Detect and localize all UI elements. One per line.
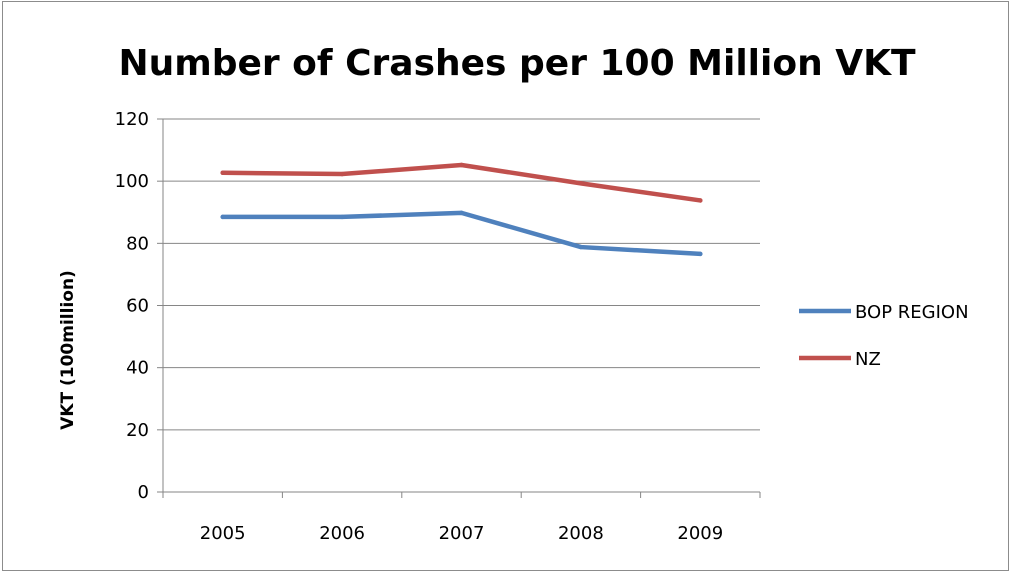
gridlines bbox=[163, 118, 760, 431]
data-point bbox=[220, 170, 225, 175]
x-tick-label: 2006 bbox=[319, 523, 365, 544]
data-point bbox=[459, 162, 464, 168]
legend-label: BOP REGION bbox=[855, 302, 969, 323]
series-lines bbox=[220, 162, 703, 257]
y-tick-label: 40 bbox=[126, 358, 149, 379]
axes bbox=[157, 118, 761, 498]
legend: BOP REGION NZ bbox=[799, 302, 969, 370]
series-line-1 bbox=[220, 210, 703, 257]
x-tick-label: 2009 bbox=[677, 523, 723, 544]
data-point bbox=[698, 251, 703, 257]
data-point bbox=[339, 171, 345, 177]
data-point bbox=[220, 214, 225, 220]
series-line-2 bbox=[220, 162, 703, 203]
tick-labels: 0 20 40 60 80 100 120 2005 2006 2007 2008 2009 bbox=[115, 109, 724, 544]
chart-title: Number of Crashes per 100 Million VKT bbox=[118, 43, 916, 84]
data-point bbox=[459, 210, 464, 216]
y-tick-label: 0 bbox=[138, 482, 149, 503]
legend-label: NZ bbox=[855, 349, 881, 370]
x-tick-label: 2005 bbox=[200, 523, 246, 544]
y-axis-title: VKT (100million) bbox=[58, 270, 78, 430]
data-point bbox=[578, 244, 584, 250]
y-tick-label: 20 bbox=[126, 420, 149, 441]
y-tick-label: 100 bbox=[115, 171, 149, 192]
data-point bbox=[339, 214, 345, 220]
data-point bbox=[578, 181, 584, 186]
y-tick-label: 120 bbox=[115, 109, 149, 130]
data-point bbox=[698, 198, 703, 203]
line-chart: Number of Crashes per 100 Million VKT 0 2… bbox=[58, 43, 969, 544]
x-tick-label: 2007 bbox=[439, 523, 485, 544]
x-tick-label: 2008 bbox=[558, 523, 604, 544]
y-tick-label: 80 bbox=[126, 233, 149, 254]
y-tick-label: 60 bbox=[126, 296, 149, 317]
